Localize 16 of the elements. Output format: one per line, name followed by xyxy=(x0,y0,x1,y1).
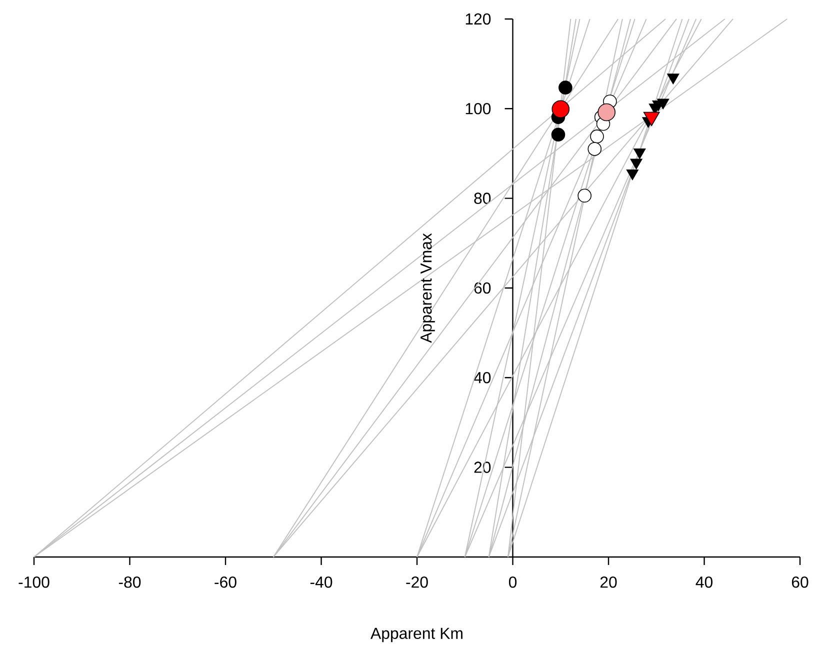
x-tick-label: 40 xyxy=(696,576,712,588)
x-tick-label: -100 xyxy=(18,576,50,588)
y-tick-label: 60 xyxy=(474,282,491,294)
y-tick-label: 80 xyxy=(474,192,491,204)
y-axis-title: Apparent Vmax xyxy=(420,233,435,343)
x-tick-label: 20 xyxy=(600,576,617,588)
x-tick-label: -40 xyxy=(310,576,332,588)
x-tick-label: -20 xyxy=(406,576,428,588)
y-tick-label: 40 xyxy=(474,372,491,384)
y-tick-label: 120 xyxy=(466,13,491,25)
x-tick-label: -80 xyxy=(118,576,141,588)
y-tick-label: 100 xyxy=(466,103,491,114)
x-tick-label: -60 xyxy=(214,576,236,588)
x-axis-title: Apparent Km xyxy=(370,628,462,642)
x-tick-label: 0 xyxy=(508,576,517,588)
x-tick-label: 60 xyxy=(792,576,808,588)
